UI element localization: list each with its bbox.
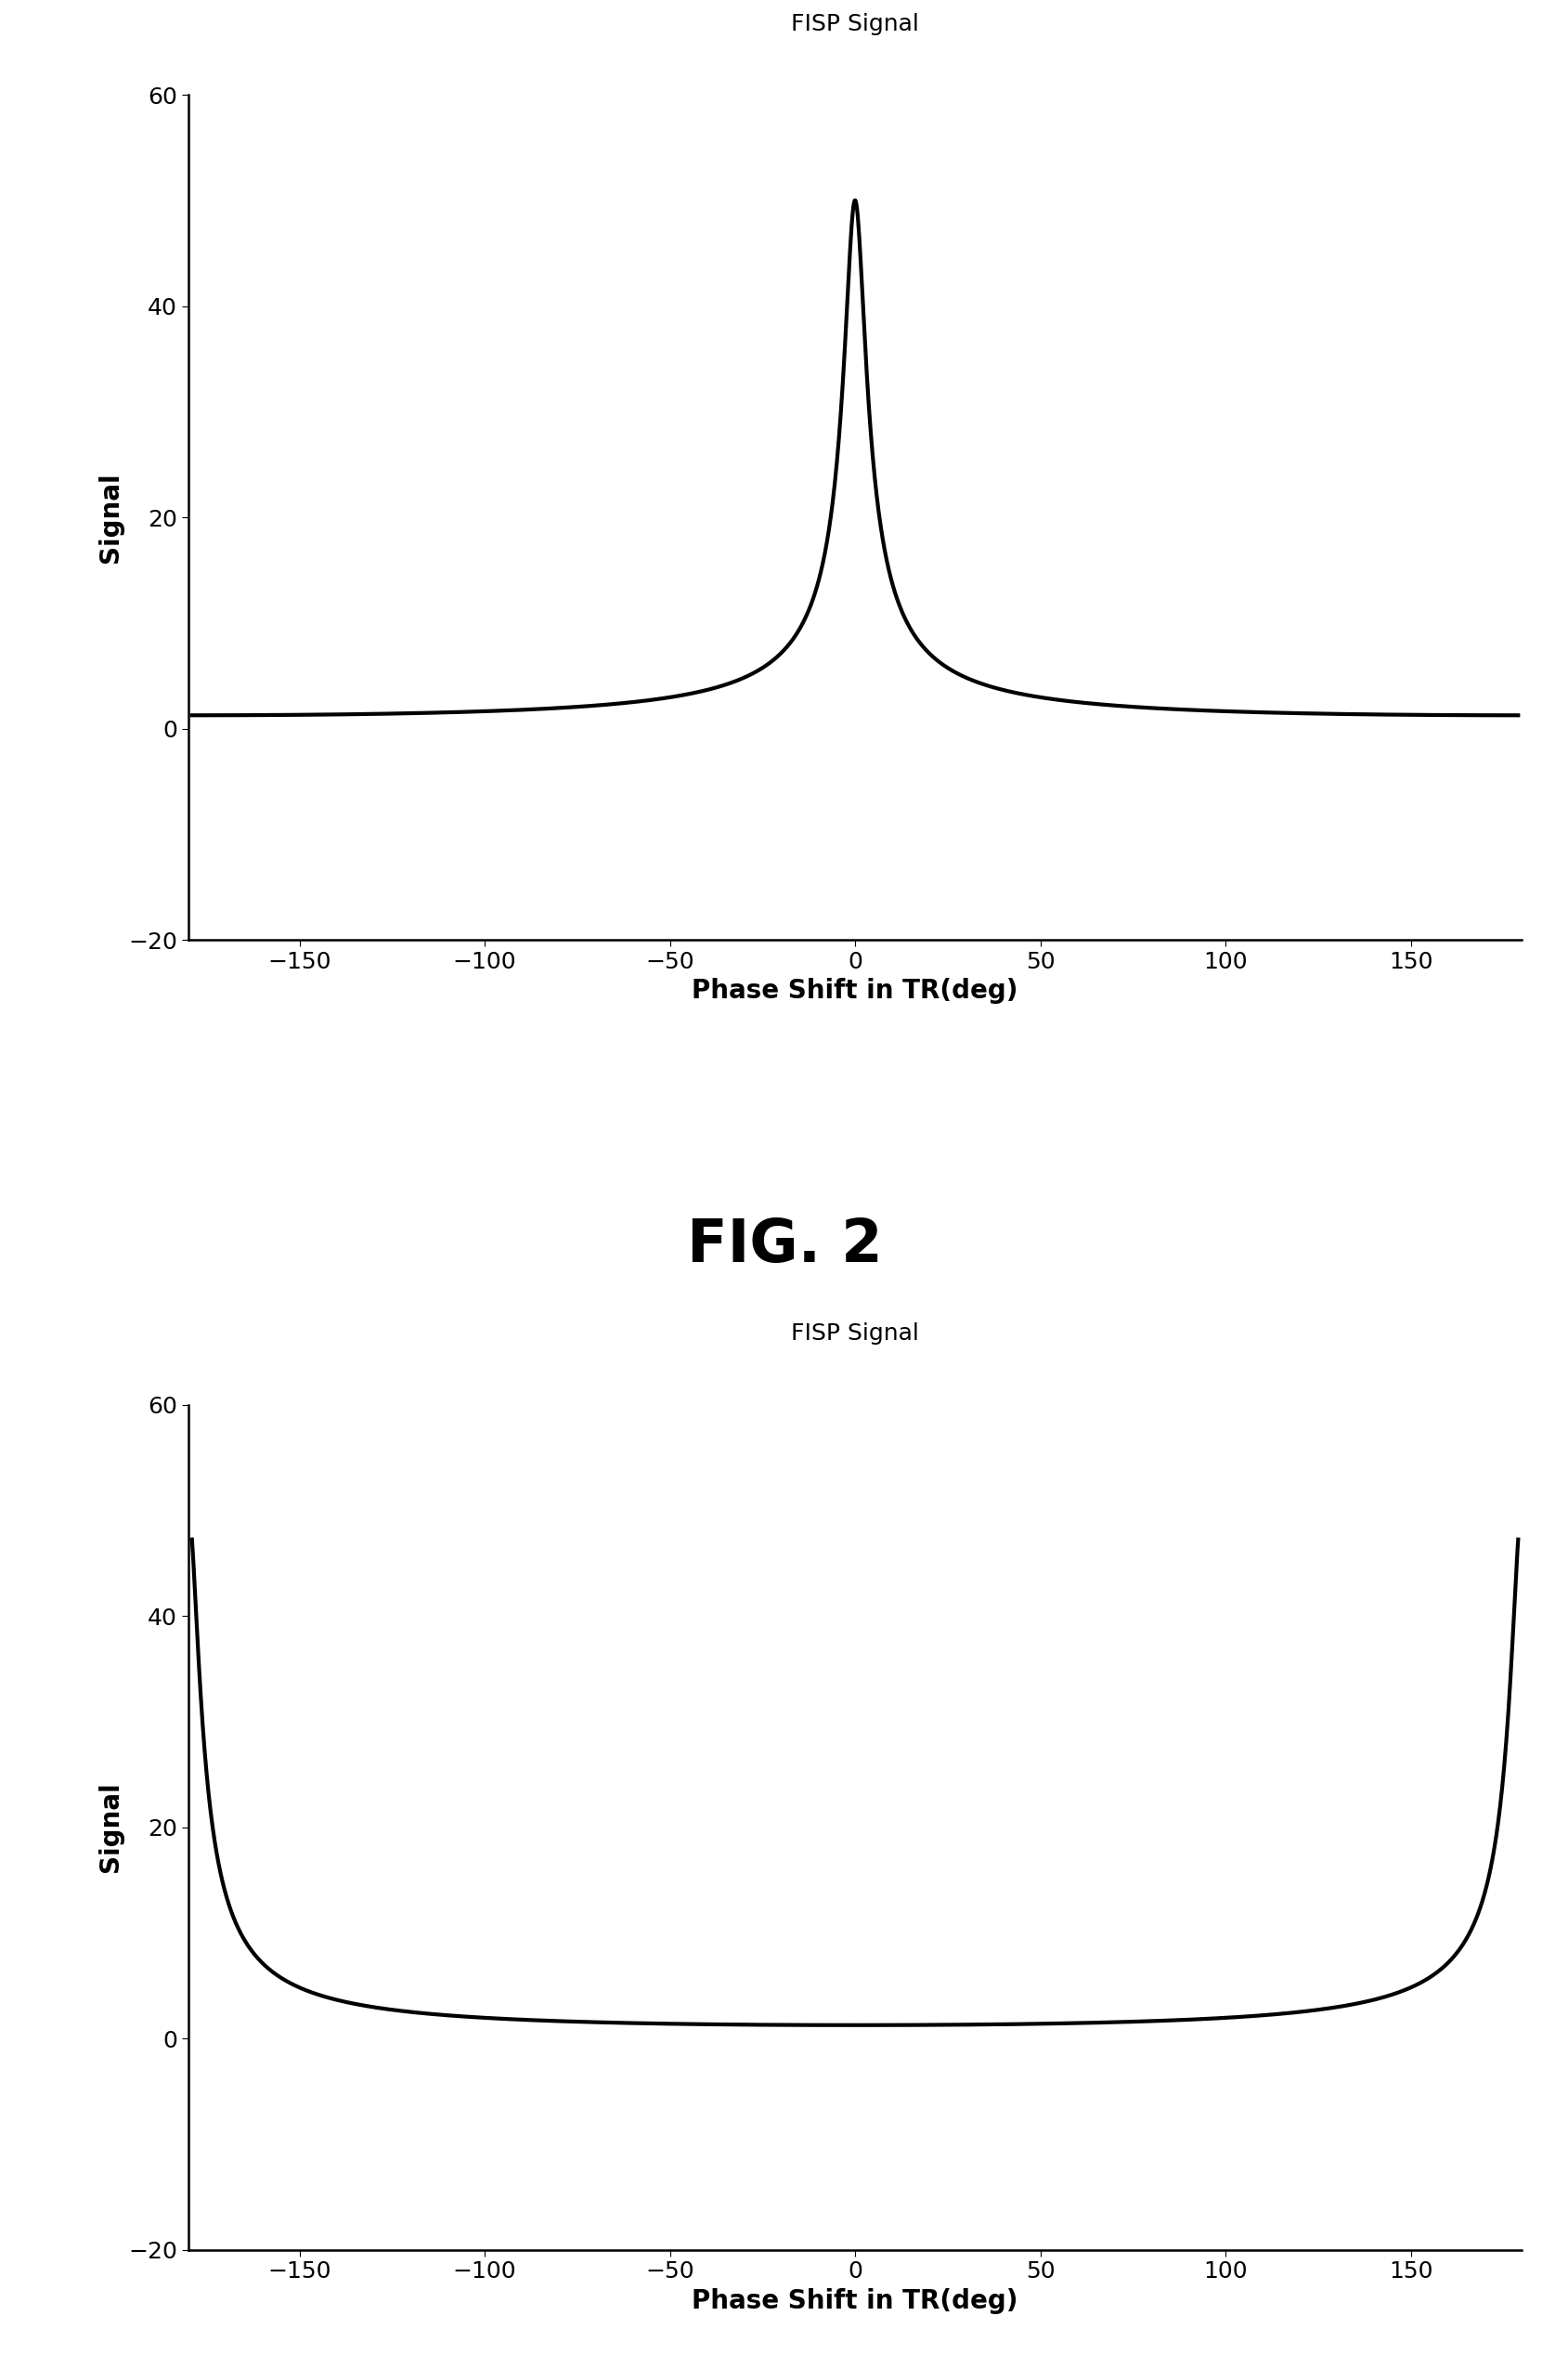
Title: FISP Signal: FISP Signal [790, 1321, 919, 1345]
Y-axis label: Signal: Signal [97, 1781, 122, 1873]
Title: FISP Signal: FISP Signal [790, 12, 919, 36]
X-axis label: Phase Shift in TR(deg): Phase Shift in TR(deg) [691, 978, 1018, 1004]
X-axis label: Phase Shift in TR(deg): Phase Shift in TR(deg) [691, 2287, 1018, 2314]
Y-axis label: Signal: Signal [97, 471, 122, 564]
Text: FIG. 2: FIG. 2 [687, 1217, 881, 1274]
